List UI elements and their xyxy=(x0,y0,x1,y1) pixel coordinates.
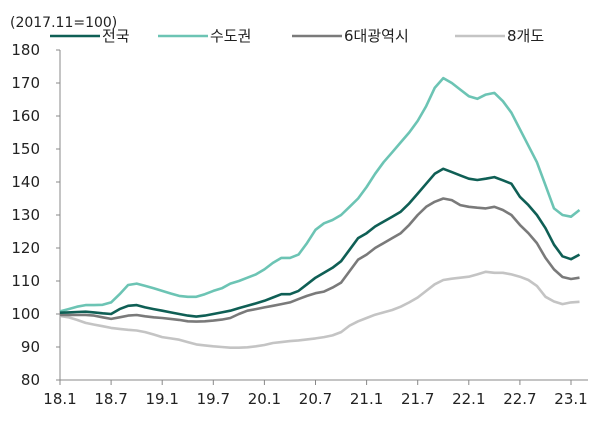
y-tick-label: 80 xyxy=(21,371,40,389)
x-tick-label: 23.1 xyxy=(554,390,587,408)
series-line-0 xyxy=(59,167,581,318)
axes: 80 90 100 110 120 130 140 150 160 170 180 18.1 18.7 1… xyxy=(11,41,588,408)
x-tick-label: 22.7 xyxy=(503,390,536,408)
x-tick-label: 21.1 xyxy=(350,390,383,408)
x-tick-label: 19.7 xyxy=(197,390,230,408)
index-base-note: (2017.11=100) xyxy=(10,15,117,31)
legend-label: 수도권 xyxy=(210,27,251,45)
series-line-1 xyxy=(59,76,581,313)
series-lines xyxy=(59,76,581,350)
legend: 전국 수도권 6대광역시 8개도 xyxy=(50,27,544,45)
legend-label: 8개도 xyxy=(507,27,544,45)
x-tick-label: 20.7 xyxy=(299,390,332,408)
x-tick-label: 20.1 xyxy=(248,390,281,408)
x-tick-label: 18.7 xyxy=(94,390,127,408)
x-tick-label: 21.7 xyxy=(401,390,434,408)
series-line-2 xyxy=(60,197,580,323)
y-tick-label: 90 xyxy=(21,338,40,356)
x-tick-label: 18.1 xyxy=(43,390,76,408)
y-tick-label: 100 xyxy=(11,305,40,323)
y-tick-label: 170 xyxy=(11,74,40,92)
y-tick-label: 150 xyxy=(11,140,40,158)
y-tick-label: 120 xyxy=(11,239,40,257)
x-tick-label: 22.1 xyxy=(452,390,485,408)
series-line-3 xyxy=(59,270,580,350)
legend-label: 6대광역시 xyxy=(344,27,409,45)
y-tick-label: 160 xyxy=(11,107,40,125)
y-tick-label: 140 xyxy=(11,173,40,191)
y-tick-label: 180 xyxy=(11,41,40,59)
legend-label: 전국 xyxy=(102,27,130,45)
y-tick-label: 110 xyxy=(11,272,40,290)
y-tick-label: 130 xyxy=(11,206,40,224)
x-tick-label: 19.1 xyxy=(145,390,178,408)
